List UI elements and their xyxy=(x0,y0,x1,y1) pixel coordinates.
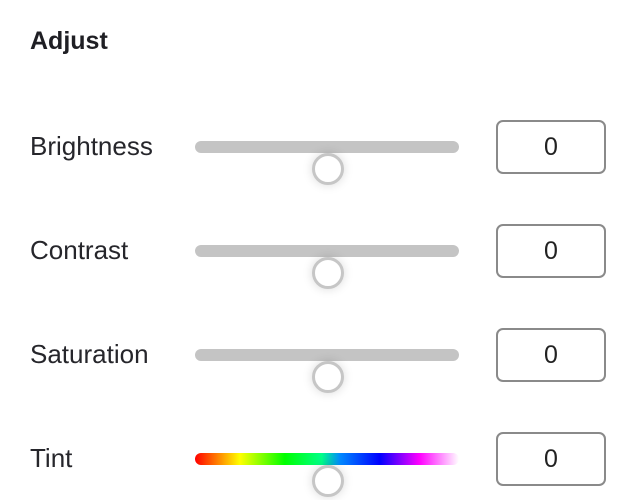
brightness-label: Brightness xyxy=(30,131,153,161)
panel-title: Adjust xyxy=(30,27,108,55)
tint-slider[interactable] xyxy=(195,453,459,497)
saturation-label: Saturation xyxy=(30,339,149,369)
tint-label: Tint xyxy=(30,443,73,473)
contrast-label: Contrast xyxy=(30,235,129,265)
brightness-slider-thumb[interactable] xyxy=(312,153,344,185)
contrast-slider[interactable] xyxy=(195,245,459,289)
tint-slider-thumb[interactable] xyxy=(312,465,344,497)
tint-row: Tint xyxy=(0,432,640,497)
saturation-slider-thumb[interactable] xyxy=(312,361,344,393)
brightness-slider[interactable] xyxy=(195,141,459,185)
tint-input[interactable] xyxy=(496,432,606,486)
saturation-row: Saturation xyxy=(0,328,640,393)
saturation-input[interactable] xyxy=(496,328,606,382)
contrast-slider-thumb[interactable] xyxy=(312,257,344,289)
brightness-input[interactable] xyxy=(496,120,606,174)
saturation-slider[interactable] xyxy=(195,349,459,393)
contrast-input[interactable] xyxy=(496,224,606,278)
contrast-row: Contrast xyxy=(0,224,640,289)
brightness-row: Brightness xyxy=(0,120,640,185)
